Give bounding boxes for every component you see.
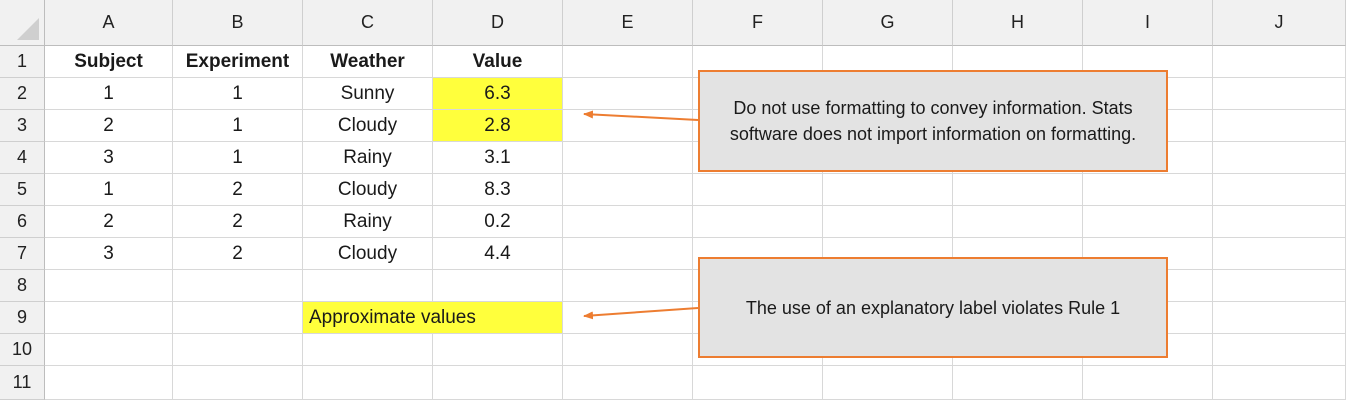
- cell-weather[interactable]: Rainy: [303, 142, 433, 174]
- empty-cell[interactable]: [563, 142, 693, 174]
- row-header-1[interactable]: 1: [0, 46, 45, 78]
- column-header-j[interactable]: J: [1213, 0, 1346, 46]
- cell-value[interactable]: 8.3: [433, 174, 563, 206]
- empty-cell[interactable]: [563, 238, 693, 270]
- formatting-callout-box: Do not use formatting to convey informat…: [698, 70, 1168, 172]
- cell-experiment[interactable]: 1: [173, 110, 303, 142]
- empty-cell[interactable]: [563, 78, 693, 110]
- cell-value[interactable]: 4.4: [433, 238, 563, 270]
- empty-cell[interactable]: [563, 206, 693, 238]
- select-all-triangle-icon: [17, 18, 39, 40]
- select-all-corner[interactable]: [0, 0, 45, 46]
- row-header-9[interactable]: 9: [0, 302, 45, 334]
- arrow-to-label-cell: [583, 307, 699, 320]
- row-header-2[interactable]: 2: [0, 78, 45, 110]
- empty-cell[interactable]: [823, 174, 953, 206]
- header-cell-experiment[interactable]: Experiment: [173, 46, 303, 78]
- cell-value[interactable]: 0.2: [433, 206, 563, 238]
- empty-cell[interactable]: [693, 174, 823, 206]
- empty-cell[interactable]: [823, 206, 953, 238]
- empty-cell[interactable]: [1083, 206, 1213, 238]
- cell-weather[interactable]: Sunny: [303, 78, 433, 110]
- cell-experiment[interactable]: 2: [173, 206, 303, 238]
- cell-subject[interactable]: 3: [45, 142, 173, 174]
- row-header-11[interactable]: 11: [0, 366, 45, 400]
- row-header-6[interactable]: 6: [0, 206, 45, 238]
- empty-cell[interactable]: [1083, 174, 1213, 206]
- cell-weather[interactable]: Cloudy: [303, 238, 433, 270]
- cell-value-highlighted[interactable]: 6.3: [433, 78, 563, 110]
- empty-cell[interactable]: [693, 206, 823, 238]
- empty-cell[interactable]: [563, 302, 693, 334]
- cell-subject[interactable]: 2: [45, 206, 173, 238]
- cell-weather[interactable]: Cloudy: [303, 110, 433, 142]
- cell-experiment[interactable]: 1: [173, 78, 303, 110]
- label-callout-box: The use of an explanatory label violates…: [698, 257, 1168, 358]
- column-header-d[interactable]: D: [433, 0, 563, 46]
- empty-cell[interactable]: [173, 302, 303, 334]
- empty-cell[interactable]: [303, 334, 433, 366]
- empty-cell[interactable]: [563, 270, 693, 302]
- empty-cell[interactable]: [433, 334, 563, 366]
- empty-cell[interactable]: [173, 334, 303, 366]
- row-header-5[interactable]: 5: [0, 174, 45, 206]
- empty-cell[interactable]: [953, 174, 1083, 206]
- empty-cell[interactable]: [173, 270, 303, 302]
- column-header-e[interactable]: E: [563, 0, 693, 46]
- row-header-3[interactable]: 3: [0, 110, 45, 142]
- column-header-c[interactable]: C: [303, 0, 433, 46]
- row-header-4[interactable]: 4: [0, 142, 45, 174]
- cell-experiment[interactable]: 2: [173, 174, 303, 206]
- cell-value[interactable]: 3.1: [433, 142, 563, 174]
- row-header-10[interactable]: 10: [0, 334, 45, 366]
- cell-subject[interactable]: 3: [45, 238, 173, 270]
- cell-subject[interactable]: 2: [45, 110, 173, 142]
- empty-cell[interactable]: [1083, 334, 1213, 366]
- empty-cell[interactable]: [45, 270, 173, 302]
- cell-weather[interactable]: Cloudy: [303, 174, 433, 206]
- column-header-a[interactable]: A: [45, 0, 173, 46]
- cell-weather[interactable]: Rainy: [303, 206, 433, 238]
- cell-experiment[interactable]: 2: [173, 238, 303, 270]
- empty-cell[interactable]: [563, 110, 693, 142]
- cell-value-highlighted[interactable]: 2.8: [433, 110, 563, 142]
- empty-cell[interactable]: [45, 334, 173, 366]
- arrow-to-highlighted-values: [583, 110, 699, 121]
- cell-subject[interactable]: 1: [45, 78, 173, 110]
- explanatory-label-cell[interactable]: Approximate values: [303, 302, 563, 334]
- empty-cell[interactable]: [45, 302, 173, 334]
- row-header-8[interactable]: 8: [0, 270, 45, 302]
- column-header-f[interactable]: F: [693, 0, 823, 46]
- empty-cell[interactable]: [563, 174, 693, 206]
- column-header-h[interactable]: H: [953, 0, 1083, 46]
- empty-cell[interactable]: [563, 334, 693, 366]
- empty-cell[interactable]: [1083, 142, 1213, 174]
- column-header-i[interactable]: I: [1083, 0, 1213, 46]
- cell-experiment[interactable]: 1: [173, 142, 303, 174]
- cell-subject[interactable]: 1: [45, 174, 173, 206]
- empty-cell[interactable]: [303, 270, 433, 302]
- empty-cell[interactable]: [563, 46, 693, 78]
- header-cell-value[interactable]: Value: [433, 46, 563, 78]
- row-header-7[interactable]: 7: [0, 238, 45, 270]
- empty-cell[interactable]: [433, 270, 563, 302]
- header-cell-subject[interactable]: Subject: [45, 46, 173, 78]
- empty-cell[interactable]: [953, 206, 1083, 238]
- header-cell-weather[interactable]: Weather: [303, 46, 433, 78]
- column-header-g[interactable]: G: [823, 0, 953, 46]
- column-header-b[interactable]: B: [173, 0, 303, 46]
